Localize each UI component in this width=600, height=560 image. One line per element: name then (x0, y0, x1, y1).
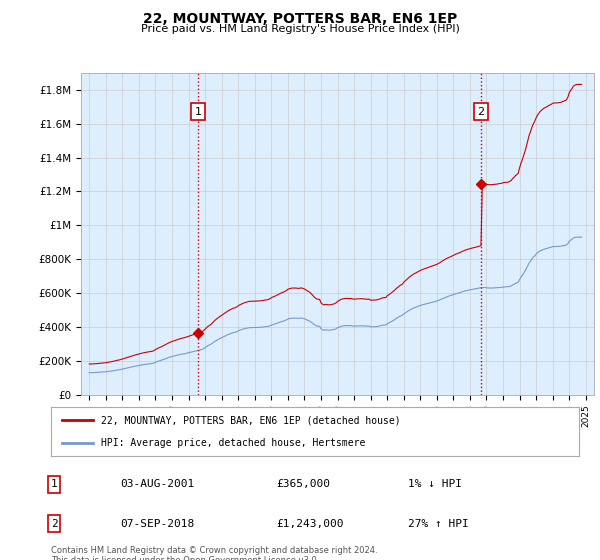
Text: 1: 1 (195, 106, 202, 116)
Text: 1: 1 (50, 479, 58, 489)
Text: 03-AUG-2001: 03-AUG-2001 (120, 479, 194, 489)
Text: 22, MOUNTWAY, POTTERS BAR, EN6 1EP: 22, MOUNTWAY, POTTERS BAR, EN6 1EP (143, 12, 457, 26)
Text: 2: 2 (50, 519, 58, 529)
Text: 27% ↑ HPI: 27% ↑ HPI (408, 519, 469, 529)
Text: 22, MOUNTWAY, POTTERS BAR, EN6 1EP (detached house): 22, MOUNTWAY, POTTERS BAR, EN6 1EP (deta… (101, 416, 401, 426)
Text: £365,000: £365,000 (276, 479, 330, 489)
Text: 2: 2 (478, 106, 485, 116)
Text: HPI: Average price, detached house, Hertsmere: HPI: Average price, detached house, Hert… (101, 438, 365, 448)
Text: £1,243,000: £1,243,000 (276, 519, 343, 529)
Text: 1% ↓ HPI: 1% ↓ HPI (408, 479, 462, 489)
Text: Price paid vs. HM Land Registry's House Price Index (HPI): Price paid vs. HM Land Registry's House … (140, 24, 460, 34)
Text: 07-SEP-2018: 07-SEP-2018 (120, 519, 194, 529)
Text: Contains HM Land Registry data © Crown copyright and database right 2024.
This d: Contains HM Land Registry data © Crown c… (51, 546, 377, 560)
